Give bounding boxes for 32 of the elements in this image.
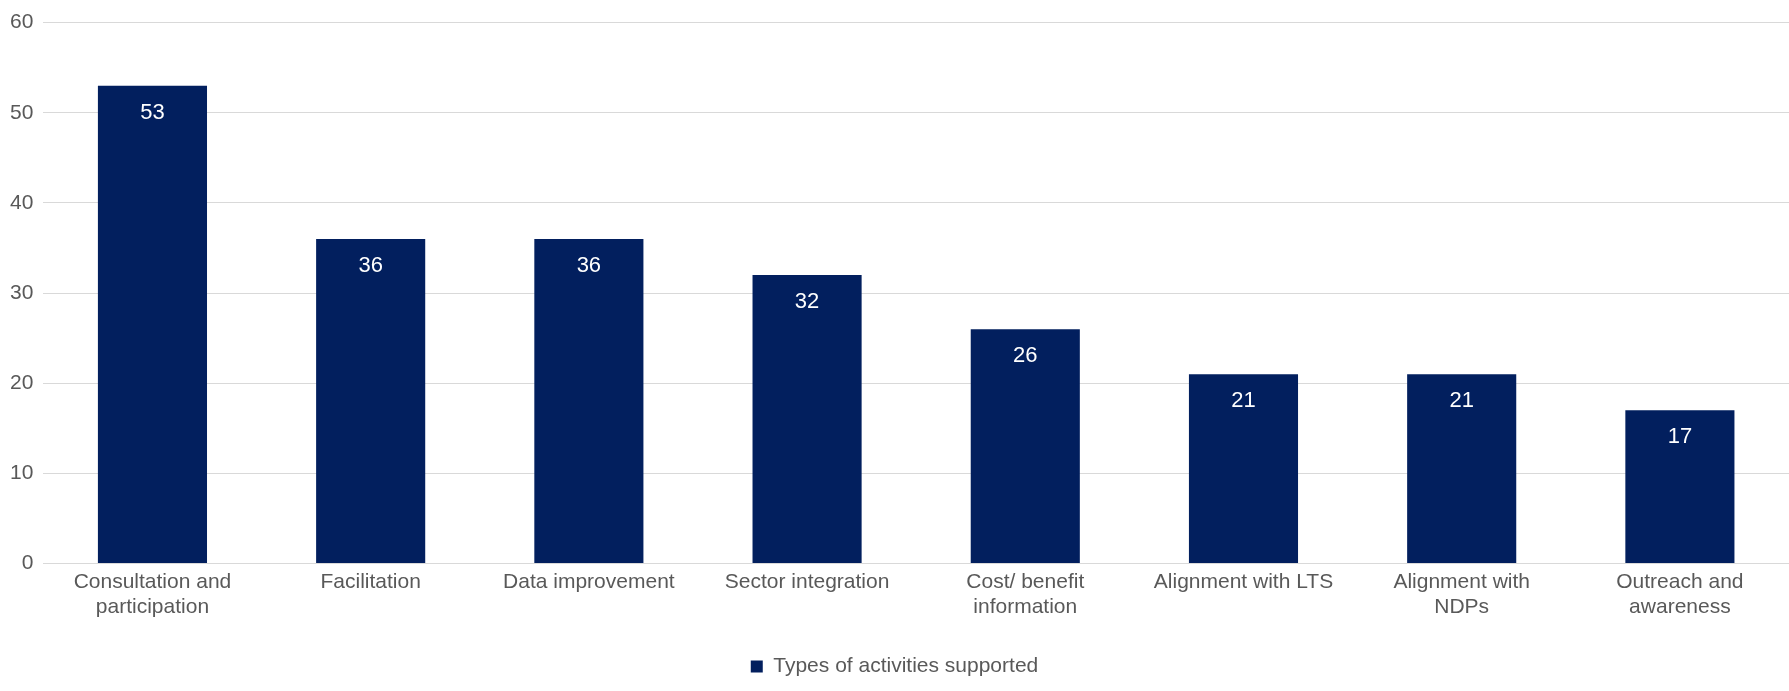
y-tick-label: 10	[10, 460, 34, 484]
bar	[970, 329, 1080, 564]
y-tick-label: 30	[10, 279, 34, 303]
data-label: 53	[140, 98, 165, 124]
bar	[534, 239, 644, 564]
bar	[97, 85, 208, 564]
bar	[316, 239, 426, 564]
x-tick-label: Cost/ benefit information	[966, 569, 1085, 618]
y-tick-label: 20	[10, 370, 34, 394]
data-label: 21	[1449, 387, 1474, 413]
y-tick-label: 50	[10, 99, 34, 123]
x-tick-label: Alignment with LTS	[1153, 569, 1334, 592]
x-tick-label: Data improvement	[503, 569, 675, 592]
y-tick-label: 40	[10, 189, 34, 213]
x-tick-label: Outreach and awareness	[1616, 569, 1744, 618]
data-label: 26	[1013, 342, 1038, 368]
x-tick-label: Sector integration	[724, 569, 890, 592]
bar	[1188, 374, 1299, 564]
x-tick-label: Consultation and participation	[73, 569, 232, 618]
y-tick-label: 0	[21, 550, 34, 574]
bar	[1407, 374, 1517, 564]
bar	[752, 275, 862, 564]
x-tick-label: Facilitation	[320, 569, 421, 592]
data-label: 21	[1231, 387, 1256, 413]
y-tick-label: 60	[10, 9, 34, 33]
data-label: 36	[358, 252, 383, 278]
data-label: 36	[576, 252, 602, 278]
legend-label: Types of activities supported	[773, 653, 1039, 677]
bar	[1625, 410, 1735, 564]
data-label: 17	[1667, 423, 1693, 449]
x-tick-label: Alignment with NDPs	[1393, 569, 1530, 618]
data-label: 32	[794, 288, 820, 314]
